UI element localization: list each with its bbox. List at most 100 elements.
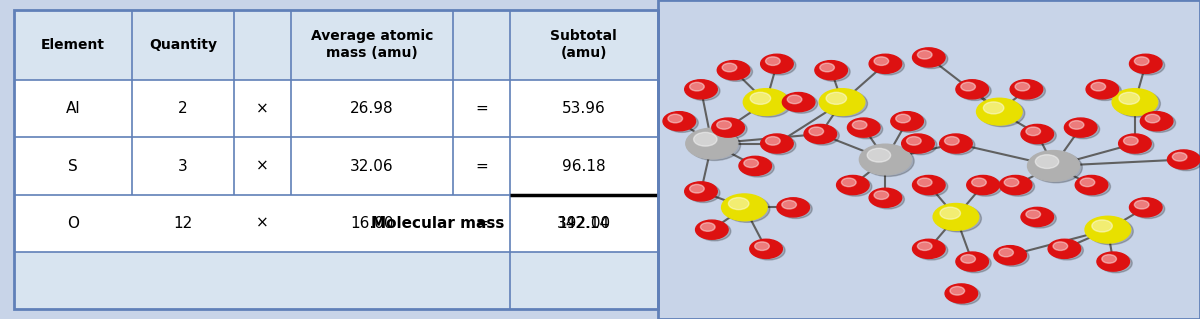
Circle shape bbox=[1129, 54, 1162, 73]
Circle shape bbox=[869, 54, 901, 73]
Circle shape bbox=[761, 134, 793, 153]
Circle shape bbox=[959, 81, 991, 100]
Circle shape bbox=[901, 134, 935, 153]
Circle shape bbox=[836, 175, 869, 195]
Text: Element: Element bbox=[41, 38, 106, 52]
Text: S: S bbox=[68, 159, 78, 174]
Circle shape bbox=[916, 241, 948, 260]
Circle shape bbox=[1133, 199, 1165, 219]
Circle shape bbox=[890, 112, 923, 131]
Circle shape bbox=[1091, 82, 1105, 91]
Circle shape bbox=[815, 61, 847, 80]
Circle shape bbox=[959, 254, 991, 273]
Circle shape bbox=[688, 183, 720, 203]
Text: 16.00: 16.00 bbox=[350, 216, 394, 231]
Circle shape bbox=[979, 100, 1025, 127]
Circle shape bbox=[942, 136, 974, 155]
Circle shape bbox=[766, 57, 780, 65]
Circle shape bbox=[972, 178, 986, 187]
Circle shape bbox=[1134, 57, 1150, 65]
Circle shape bbox=[1027, 151, 1080, 181]
Circle shape bbox=[940, 207, 960, 219]
Circle shape bbox=[1172, 152, 1187, 161]
Circle shape bbox=[944, 137, 959, 145]
Circle shape bbox=[1002, 177, 1034, 196]
Circle shape bbox=[806, 126, 839, 145]
Circle shape bbox=[912, 48, 946, 67]
Circle shape bbox=[1099, 254, 1132, 273]
Circle shape bbox=[1088, 81, 1121, 100]
Circle shape bbox=[956, 80, 989, 99]
Circle shape bbox=[1092, 220, 1112, 232]
Circle shape bbox=[750, 239, 782, 258]
Circle shape bbox=[983, 102, 1004, 114]
Circle shape bbox=[940, 134, 972, 153]
Circle shape bbox=[1036, 155, 1058, 168]
Text: 342.14: 342.14 bbox=[557, 216, 611, 231]
Circle shape bbox=[1144, 113, 1176, 132]
Circle shape bbox=[1021, 207, 1054, 226]
Circle shape bbox=[721, 194, 767, 221]
Circle shape bbox=[761, 54, 793, 73]
Circle shape bbox=[847, 118, 880, 137]
Circle shape bbox=[668, 114, 683, 123]
Circle shape bbox=[918, 50, 932, 59]
Circle shape bbox=[728, 197, 749, 210]
Circle shape bbox=[1021, 124, 1054, 144]
Circle shape bbox=[1118, 134, 1151, 153]
Circle shape bbox=[918, 178, 932, 187]
Circle shape bbox=[720, 62, 752, 81]
Circle shape bbox=[977, 98, 1022, 125]
Text: Molecular mass: Molecular mass bbox=[371, 216, 504, 231]
Circle shape bbox=[872, 56, 905, 75]
Text: Average atomic
mass (amu): Average atomic mass (amu) bbox=[311, 29, 433, 60]
Circle shape bbox=[936, 205, 982, 232]
Circle shape bbox=[1075, 175, 1108, 195]
Circle shape bbox=[722, 63, 737, 72]
Circle shape bbox=[1004, 178, 1019, 187]
Circle shape bbox=[689, 130, 740, 160]
Text: =: = bbox=[475, 216, 488, 231]
Bar bbox=[14, 80, 658, 137]
Circle shape bbox=[1000, 175, 1032, 195]
Circle shape bbox=[869, 188, 901, 207]
Circle shape bbox=[817, 62, 850, 81]
Bar bbox=[14, 137, 658, 195]
Circle shape bbox=[776, 198, 810, 217]
Circle shape bbox=[666, 113, 698, 132]
Circle shape bbox=[895, 114, 911, 123]
Circle shape bbox=[725, 196, 770, 222]
Circle shape bbox=[820, 89, 865, 115]
Circle shape bbox=[994, 246, 1026, 265]
Circle shape bbox=[1010, 80, 1043, 99]
Circle shape bbox=[664, 112, 696, 131]
Circle shape bbox=[1145, 114, 1160, 123]
Circle shape bbox=[1118, 92, 1140, 104]
Circle shape bbox=[685, 80, 718, 99]
Circle shape bbox=[1051, 241, 1084, 260]
Circle shape bbox=[996, 247, 1030, 266]
Circle shape bbox=[946, 284, 978, 303]
Circle shape bbox=[1013, 81, 1045, 100]
Circle shape bbox=[780, 199, 812, 219]
Text: ×: × bbox=[256, 216, 269, 231]
Circle shape bbox=[1024, 126, 1056, 145]
Circle shape bbox=[826, 92, 846, 104]
Circle shape bbox=[755, 242, 769, 250]
Circle shape bbox=[841, 178, 856, 187]
Circle shape bbox=[694, 132, 718, 146]
Circle shape bbox=[1064, 118, 1097, 137]
Circle shape bbox=[698, 222, 731, 241]
Circle shape bbox=[690, 82, 704, 91]
Text: 32.06: 32.06 bbox=[350, 159, 394, 174]
Circle shape bbox=[1129, 198, 1162, 217]
Circle shape bbox=[948, 286, 980, 305]
Circle shape bbox=[1097, 252, 1129, 271]
Circle shape bbox=[894, 113, 926, 132]
Circle shape bbox=[804, 124, 836, 144]
Bar bbox=[14, 195, 658, 252]
Circle shape bbox=[1087, 218, 1133, 245]
Circle shape bbox=[912, 175, 946, 195]
Circle shape bbox=[718, 61, 750, 80]
Text: Quantity: Quantity bbox=[149, 38, 217, 52]
